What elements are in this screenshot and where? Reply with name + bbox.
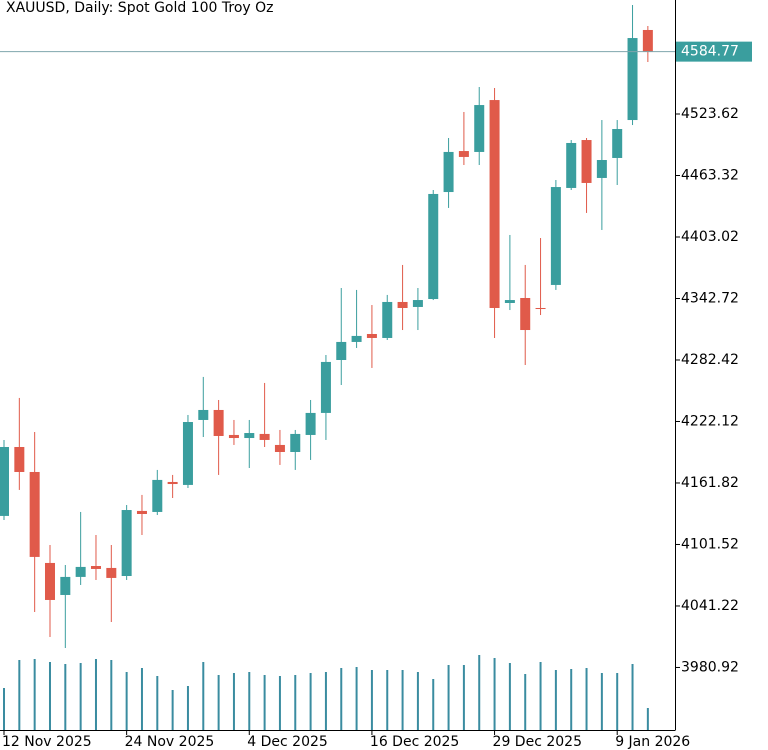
candle-body <box>458 151 469 157</box>
candle-body <box>167 481 178 485</box>
y-tick-label: 4403.02 <box>681 229 739 245</box>
candle-body <box>550 187 561 285</box>
y-tick-label: 4161.82 <box>681 475 739 491</box>
candle-body <box>228 434 239 439</box>
x-tick-label: 9 Jan 2026 <box>615 734 690 750</box>
candle-body <box>121 510 132 577</box>
candle-body <box>382 301 393 338</box>
candle-body <box>489 100 500 308</box>
candle-body <box>366 333 377 338</box>
price-label-box <box>676 41 752 62</box>
price-label: 4584.77 <box>681 44 739 60</box>
x-tick-label: 12 Nov 2025 <box>2 734 92 750</box>
x-tick-label: 29 Dec 2025 <box>493 734 582 750</box>
candle-body <box>596 160 607 178</box>
x-tick-label: 16 Dec 2025 <box>370 734 459 750</box>
y-tick-label: 4342.72 <box>681 290 739 306</box>
candle-body <box>213 409 224 436</box>
y-tick-label: 4463.32 <box>681 167 739 183</box>
x-tick-label: 24 Nov 2025 <box>125 734 215 750</box>
y-tick-label: 4222.12 <box>681 413 739 429</box>
y-tick-label: 4041.22 <box>681 598 739 614</box>
candle-body <box>136 510 147 514</box>
candle-body <box>60 576 71 595</box>
candle-body <box>259 433 270 440</box>
candle-body <box>642 29 653 52</box>
chart-title: XAUUSD, Daily: Spot Gold 100 Troy Oz <box>6 0 274 16</box>
candle-body <box>274 444 285 452</box>
candle-body <box>351 335 362 342</box>
candle-body <box>612 129 623 158</box>
candle-body <box>535 307 546 310</box>
candle-body <box>412 300 423 307</box>
y-tick-label: 4282.42 <box>681 352 739 368</box>
candle-body <box>14 446 25 472</box>
candle-body <box>397 301 408 308</box>
candle-body <box>566 142 577 188</box>
candle-body <box>474 105 485 152</box>
candle-body <box>90 566 101 569</box>
y-tick-label: 3980.92 <box>681 659 739 675</box>
candle-body <box>244 433 255 439</box>
y-tick-label: 4523.62 <box>681 106 739 122</box>
candle-body <box>520 297 531 331</box>
candle-body <box>443 151 454 193</box>
candle-body <box>320 361 331 413</box>
candle-body <box>290 433 301 452</box>
candle-body <box>198 409 209 420</box>
candle-body <box>581 140 592 183</box>
candle-body <box>106 567 117 578</box>
candle-body <box>182 422 193 485</box>
candle-body <box>75 566 86 577</box>
candle-body <box>0 446 9 516</box>
candle-body <box>29 471 40 557</box>
candle-body <box>336 341 347 361</box>
y-tick-label: 4101.52 <box>681 536 739 552</box>
candle-body <box>428 193 439 300</box>
candle-body <box>152 479 163 512</box>
candle-body <box>44 562 55 600</box>
candle-body <box>305 412 316 435</box>
candle-body <box>504 300 515 303</box>
candle-body <box>627 38 638 121</box>
x-tick-label: 4 Dec 2025 <box>247 734 328 750</box>
